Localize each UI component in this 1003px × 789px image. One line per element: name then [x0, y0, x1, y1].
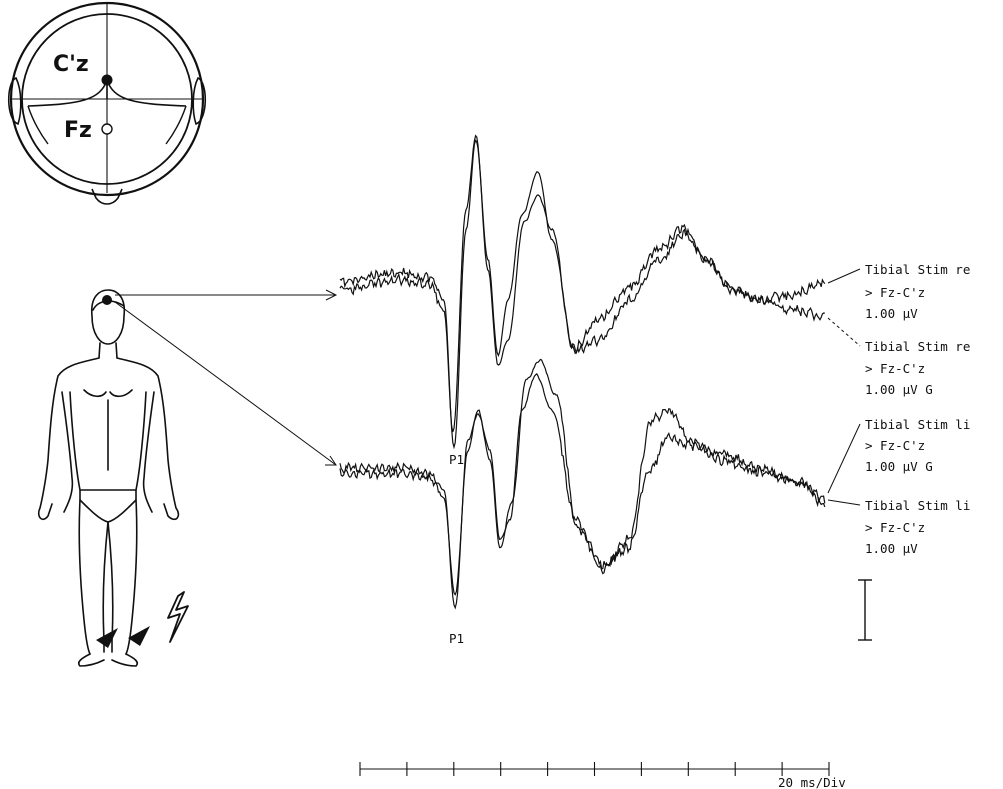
fz-electrode-dot — [101, 123, 113, 135]
svg-text:Tibial Stim li: Tibial Stim li — [865, 417, 970, 432]
trace-label-3: Tibial Stim li > Fz-C'z 1.00 µV G — [865, 417, 970, 474]
cz-electrode-label: C'z — [53, 52, 89, 77]
right-ankle-arrowhead — [128, 626, 150, 646]
waveform-trace-3 — [339, 373, 826, 610]
trace-label-1: Tibial Stim re > Fz-C'z 1.00 µV — [865, 262, 970, 321]
waveform-group — [339, 134, 826, 610]
svg-text:1.00 µV: 1.00 µV — [865, 306, 918, 321]
peak-label-lower: P1 — [449, 631, 464, 646]
trace-label-4: Tibial Stim li > Fz-C'z 1.00 µV — [865, 498, 970, 556]
svg-text:Tibial Stim re: Tibial Stim re — [865, 339, 970, 354]
svg-text:Tibial Stim li: Tibial Stim li — [865, 498, 970, 513]
lightning-bolt-icon — [167, 591, 189, 643]
time-axis — [359, 762, 830, 776]
waveform-trace-2 — [339, 134, 825, 433]
svg-text:Tibial Stim re: Tibial Stim re — [865, 262, 970, 277]
svg-text:> Fz-C'z: > Fz-C'z — [865, 438, 925, 453]
svg-text:> Fz-C'z: > Fz-C'z — [865, 285, 925, 300]
amplitude-scale-bar — [858, 579, 872, 641]
waveform-trace-4 — [339, 358, 826, 596]
fz-electrode-label: Fz — [64, 118, 92, 143]
left-ankle-arrowhead — [96, 628, 118, 648]
svg-text:> Fz-C'z: > Fz-C'z — [865, 361, 925, 376]
cz-electrode-dot — [101, 74, 113, 86]
pointer-arrows — [114, 289, 338, 466]
trace-label-2: Tibial Stim re > Fz-C'z 1.00 µV G — [865, 339, 970, 397]
vertex-electrode-dot — [102, 295, 112, 305]
svg-text:1.00 µV: 1.00 µV — [865, 541, 918, 556]
trace-label-connectors — [827, 268, 861, 506]
svg-text:> Fz-C'z: > Fz-C'z — [865, 520, 925, 535]
human-figure-icon — [37, 289, 180, 667]
peak-label-upper: P1 — [449, 452, 464, 467]
waveform-trace-1 — [339, 139, 826, 450]
time-axis-label: 20 ms/Div — [778, 775, 846, 789]
svg-text:1.00 µV G: 1.00 µV G — [865, 459, 933, 474]
head-top-view-icon — [7, 1, 207, 205]
svg-text:1.00 µV G: 1.00 µV G — [865, 382, 933, 397]
